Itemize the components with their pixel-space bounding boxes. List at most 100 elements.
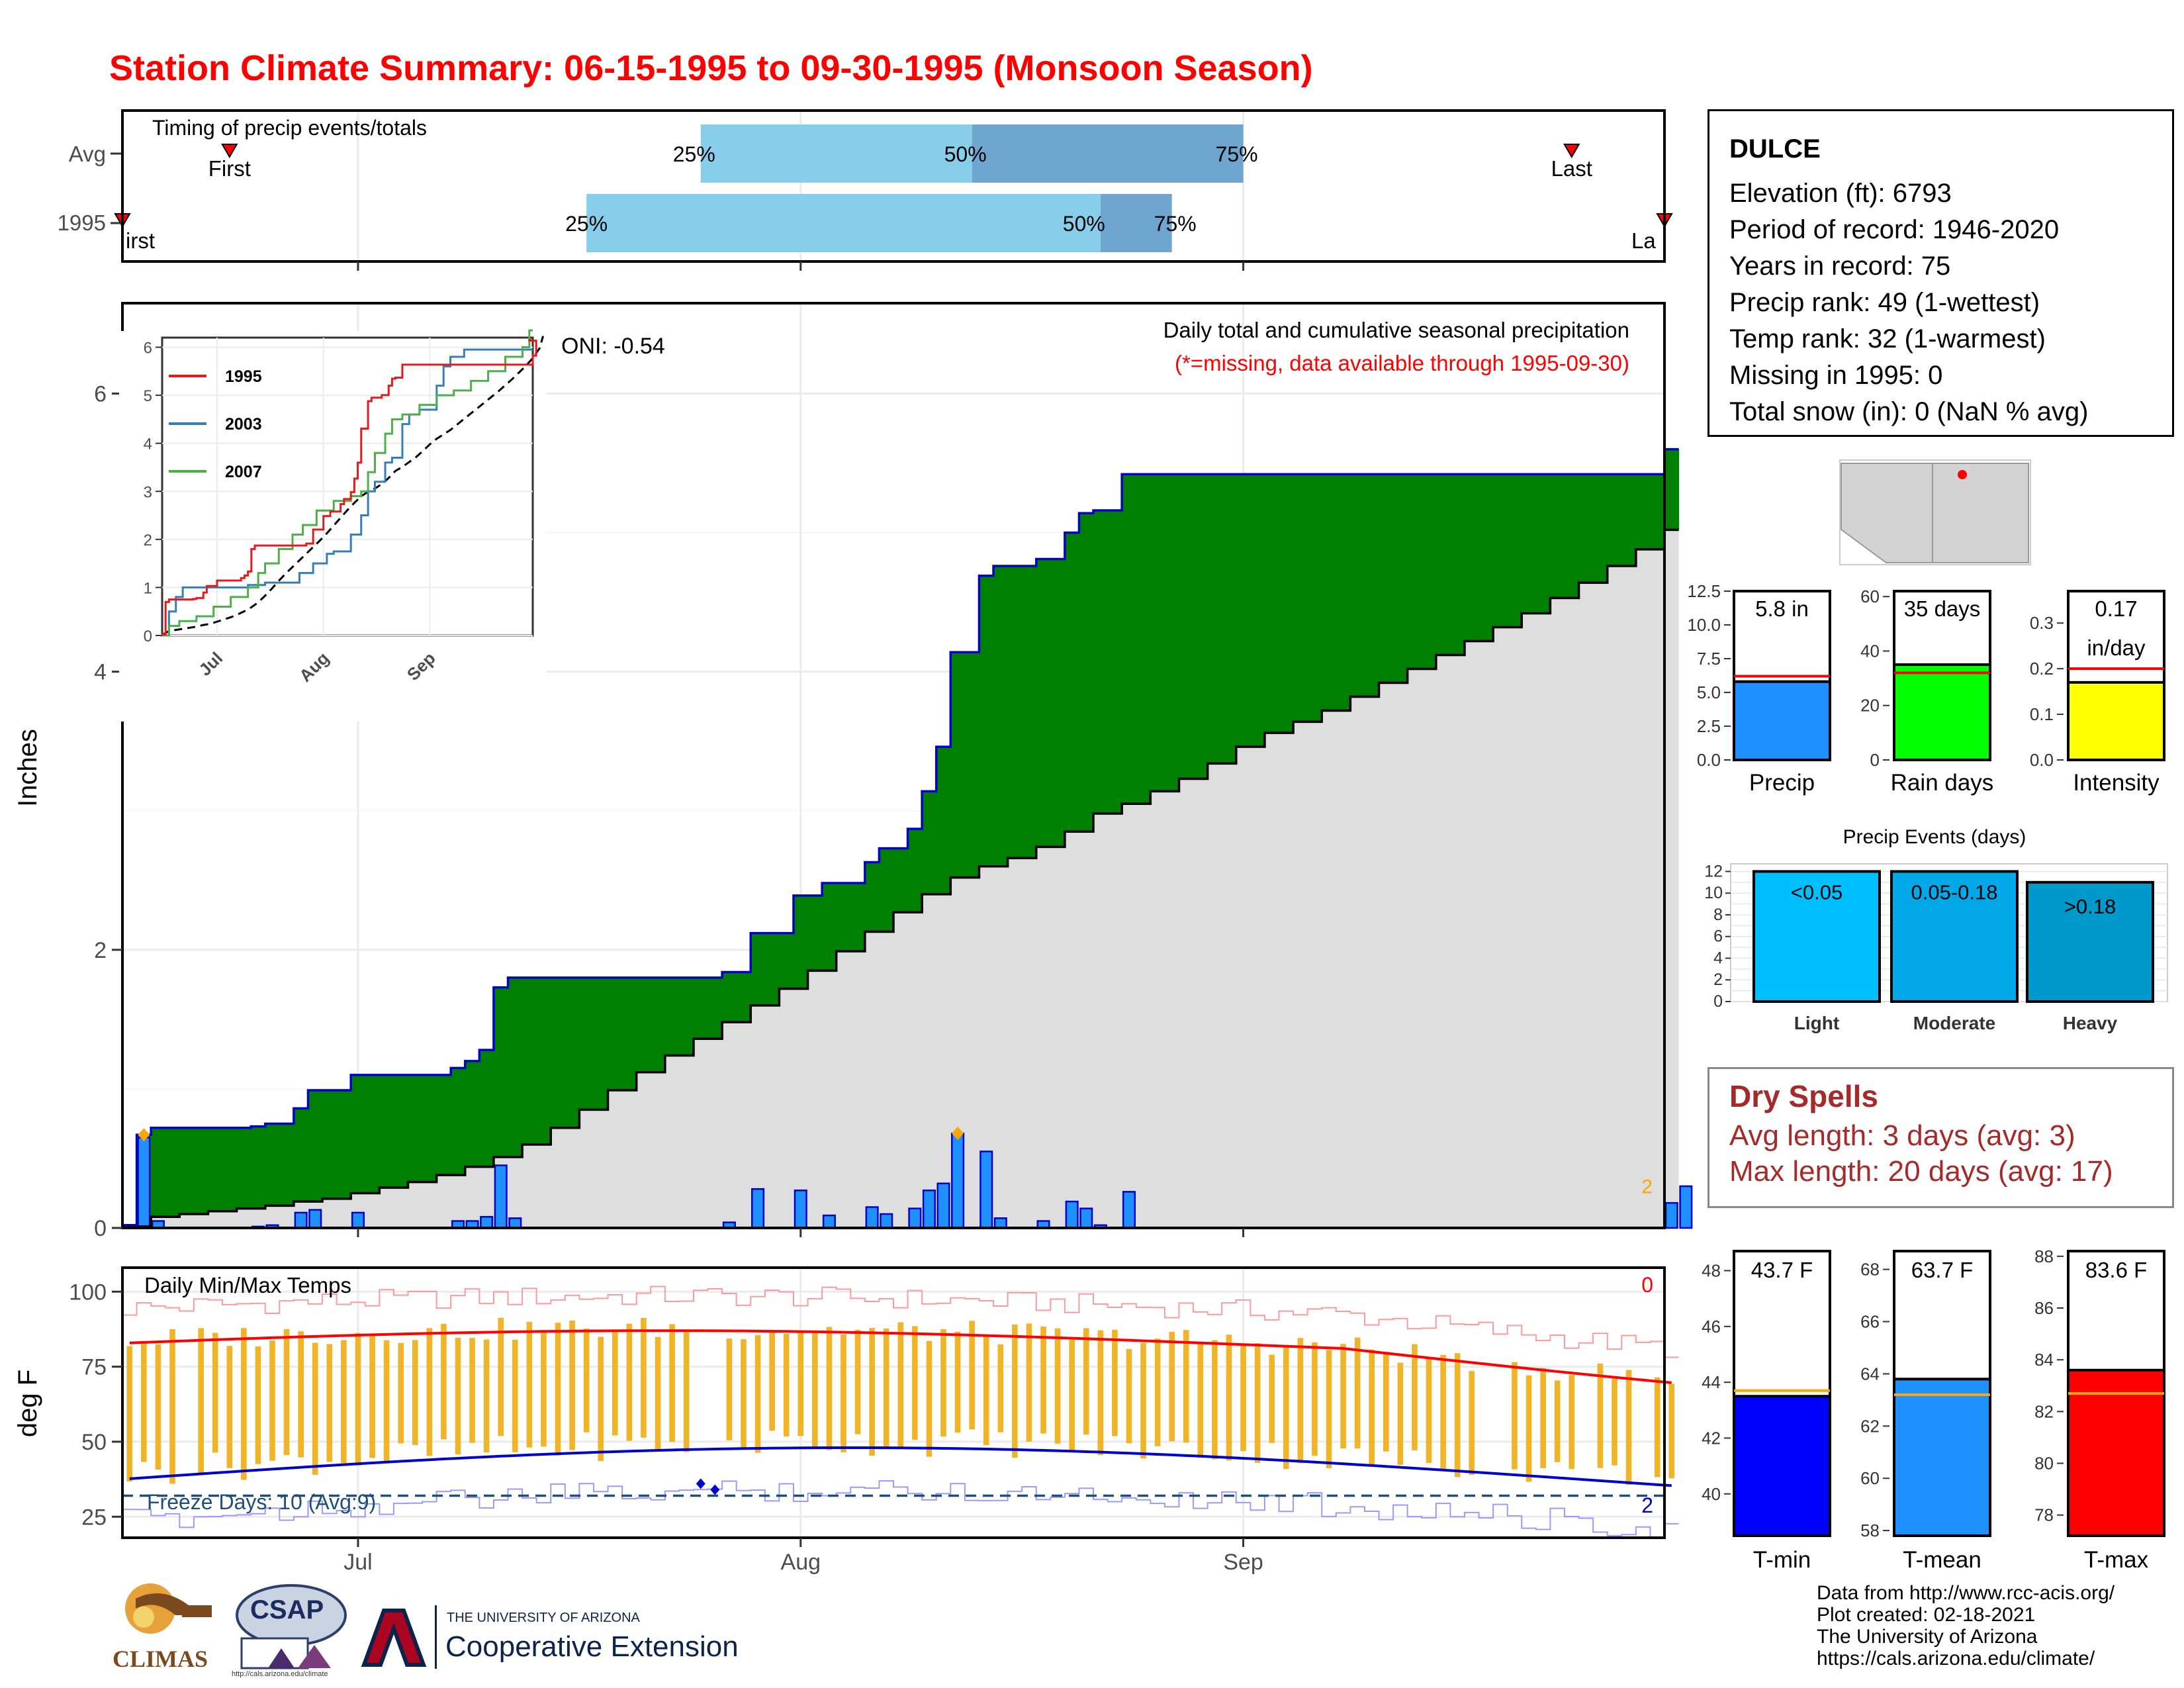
precip-marker [138,1128,150,1142]
surplus-fill [1550,474,1565,598]
timing-1995-q50-q75-bar [1100,194,1172,252]
map-arizona [1841,463,1933,563]
daily-temp-range-bar [1426,1357,1432,1464]
record-high-line [122,1286,1679,1358]
daily-temp-range-bar [169,1329,175,1484]
temp-bar-t-max-y-tick-label: 80 [2034,1454,2054,1474]
credit-line: Data from http://www.rcc-acis.org/ [1817,1582,2115,1604]
surplus-fill [664,977,680,1056]
ua-logo-divider [435,1605,437,1669]
freeze-marker [710,1484,720,1495]
climas-logo: CLIMAS [109,1579,215,1678]
surplus-fill [208,1127,223,1211]
daily-temp-range-bar [669,1324,675,1442]
oni-label: ONI: -0.54 [561,334,665,359]
daily-precip-bar [480,1215,494,1229]
surplus-fill [1164,474,1180,792]
daily-temp-range-bar [212,1333,218,1453]
daily-temp-range-bar [598,1336,604,1462]
precip-corner-count: 2 [1641,1176,1653,1197]
temp-bar-t-mean-label: T-mean [1903,1547,1981,1573]
surplus-fill [1407,474,1422,669]
small-bar-rain-days-value-bar [1893,663,1991,762]
csap-logo: CSAP http://cals.arizona.edu/climate [232,1582,351,1681]
surplus-fill [179,1127,195,1214]
surplus-fill [1150,474,1165,792]
daily-temp-range-bar [141,1342,147,1462]
surplus-fill [979,575,994,867]
temp-bar-t-max-y-tick-label: 82 [2034,1401,2054,1421]
surplus-fill [1322,474,1337,711]
daily-temp-range-bar [1540,1368,1546,1468]
surplus-fill [936,747,951,894]
record-low-line [122,1480,1679,1538]
temp-x-tick-label: Jul [343,1550,372,1575]
daily-temp-range-bar [1212,1340,1218,1460]
daily-temp-range-bar [741,1339,747,1449]
events-bar-label: Heavy [2063,1013,2118,1033]
daily-temp-range-bar [1554,1380,1561,1462]
surplus-fill [322,1090,338,1199]
surplus-fill [222,1127,238,1211]
daily-temp-range-bar [1440,1354,1446,1469]
small-bar-intensity-value-label: 0.17 [2095,596,2137,621]
daily-temp-range-bar [940,1329,946,1437]
small-bar-precip-value-bar [1733,680,1831,762]
surplus-fill [1422,474,1437,669]
small-bar-intensity-y-tick-label: 0.1 [2030,704,2054,724]
daily-temp-range-bar [683,1331,690,1452]
daily-temp-range-bar [1240,1344,1246,1452]
surplus-fill [379,1074,394,1188]
daily-precip-bar [880,1213,893,1229]
surplus-fill [1607,474,1622,567]
surplus-fill [351,1074,366,1194]
temp-y-tick-label: 75 [81,1355,107,1380]
surplus-fill [236,1127,251,1209]
surplus-fill [1064,532,1080,832]
daily-temp-range-bar [512,1339,518,1452]
daily-temp-range-bar [498,1317,504,1436]
surplus-fill [551,977,566,1128]
daily-temp-range-bar [783,1333,790,1437]
temp-bar-t-min-y-tick-label: 46 [1702,1317,1721,1336]
credits: Data from http://www.rcc-acis.org/ Plot … [1817,1582,2115,1669]
daily-precip-bar [936,1182,950,1229]
precip-y-tick-label: 4 [94,660,107,685]
daily-precip-bar [1664,1201,1678,1229]
small-bar-rain-days-y-tick-label: 40 [1860,641,1880,661]
daily-temp-range-bar [283,1329,290,1456]
station-line: Missing in 1995: 0 [1729,361,1943,390]
events-y-tick-label: 8 [1713,906,1723,924]
surplus-fill [251,1126,266,1209]
daily-temp-range-bar [769,1331,775,1431]
surplus-fill [693,977,709,1039]
surplus-fill [1535,474,1551,614]
small-bar-precip-label: Precip [1749,770,1815,796]
ua-logo: THE UNIVERSITY OF ARIZONA Cooperative Ex… [361,1605,745,1671]
daily-temp-range-bar [983,1336,989,1446]
events-y-tick-label: 10 [1704,884,1723,902]
daily-temp-range-bar [541,1331,547,1447]
surplus-fill [993,566,1009,867]
daily-precip-bar [751,1188,765,1229]
timing-1995-first-label: irst [126,228,155,253]
daily-temp-range-bar [155,1344,161,1470]
daily-temp-range-bar [912,1326,918,1440]
temp-bar-t-mean-y-tick-label: 58 [1860,1521,1880,1540]
temp-y-tick-label: 100 [69,1280,107,1305]
temp-bar-t-max-label: T-max [2084,1547,2149,1573]
daily-temp-range-bar [469,1338,475,1443]
surplus-fill [436,1074,451,1176]
timing-panel-border [121,109,1666,263]
daily-temp-range-bar [326,1344,333,1462]
inset-legend-label: 1995 [225,367,262,386]
events-y-tick-label: 12 [1704,862,1723,880]
daily-precip-bar [494,1164,508,1229]
events-bar [1890,870,2019,1004]
timing-avg-q75-label: 75% [1216,142,1258,166]
surplus-fill [1593,474,1608,583]
small-bar-precip-y-tick-label: 7.5 [1697,649,1721,669]
surplus-fill [836,883,851,951]
surplus-fill [479,1050,494,1167]
events-title: Precip Events (days) [1843,826,2026,848]
